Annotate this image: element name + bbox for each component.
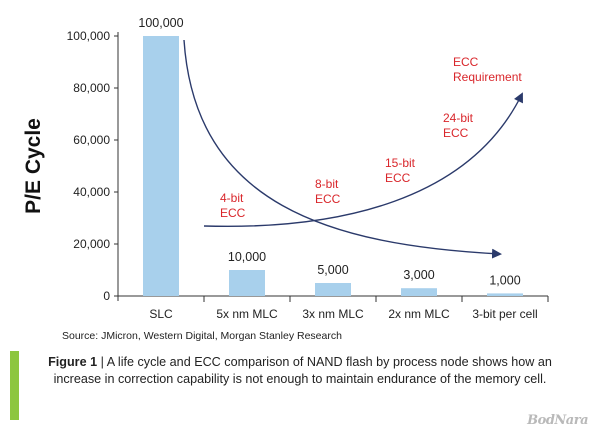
- bar: [229, 270, 265, 296]
- y-tick-label: 100,000: [67, 29, 111, 43]
- bar-data-label: 10,000: [228, 250, 266, 264]
- ecc-annotation: 24-bit: [443, 111, 474, 125]
- ecc-annotation: 15-bit: [385, 156, 416, 170]
- caption-accent-bar: [10, 351, 19, 420]
- chart: P/E Cycle 0 20,000 40,000 60,000 80,000 100,00…: [22, 16, 549, 321]
- y-tick-label: 20,000: [73, 237, 110, 251]
- y-tick-label: 80,000: [73, 81, 110, 95]
- x-tick-label: 3x nm MLC: [302, 307, 364, 321]
- caption-text: A life cycle and ECC comparison of NAND …: [53, 355, 552, 386]
- watermark-logo: BodNara: [527, 413, 588, 428]
- ecc-annotation: ECC: [315, 192, 341, 206]
- x-tick-label: 2x nm MLC: [388, 307, 450, 321]
- ecc-annotation: ECC: [385, 171, 411, 185]
- y-axis-title: P/E Cycle: [22, 118, 45, 214]
- bar: [143, 36, 179, 296]
- source-note: Source: JMicron, Western Digital, Morgan…: [62, 330, 342, 342]
- bar: [315, 283, 351, 296]
- x-tick-label: 3-bit per cell: [472, 307, 537, 321]
- ecc-requirement-curve: [203, 92, 523, 228]
- x-tick-label: 5x nm MLC: [216, 307, 278, 321]
- ecc-annotation: ECC: [453, 55, 479, 69]
- bar-data-label: 1,000: [489, 273, 520, 287]
- y-tick-label: 60,000: [73, 133, 110, 147]
- y-tick-label: 0: [103, 289, 110, 303]
- ecc-annotation: 8-bit: [315, 177, 339, 191]
- y-tick-label: 40,000: [73, 185, 110, 199]
- bar: [401, 288, 437, 296]
- bar: [487, 293, 523, 296]
- caption-separator: |: [97, 355, 107, 369]
- ecc-annotation: 4-bit: [220, 191, 244, 205]
- caption-label: Figure 1: [48, 355, 98, 369]
- bar-data-label: 100,000: [138, 16, 183, 30]
- ecc-annotation: ECC: [220, 206, 246, 220]
- bar-data-label: 3,000: [403, 268, 434, 282]
- ecc-annotation: ECC: [443, 126, 469, 140]
- figure-caption: Figure 1 | A life cycle and ECC comparis…: [40, 354, 560, 387]
- bar-data-label: 5,000: [317, 263, 348, 277]
- ecc-annotation: Requirement: [453, 70, 522, 84]
- x-tick-label: SLC: [149, 307, 173, 321]
- endurance-decline-curve: [183, 39, 502, 259]
